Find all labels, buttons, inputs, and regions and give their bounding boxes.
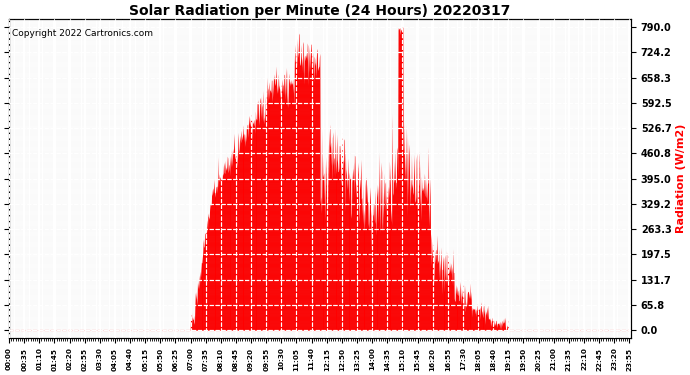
Title: Solar Radiation per Minute (24 Hours) 20220317: Solar Radiation per Minute (24 Hours) 20… bbox=[129, 4, 511, 18]
Text: Copyright 2022 Cartronics.com: Copyright 2022 Cartronics.com bbox=[12, 29, 153, 38]
Y-axis label: Radiation (W/m2): Radiation (W/m2) bbox=[676, 124, 686, 233]
